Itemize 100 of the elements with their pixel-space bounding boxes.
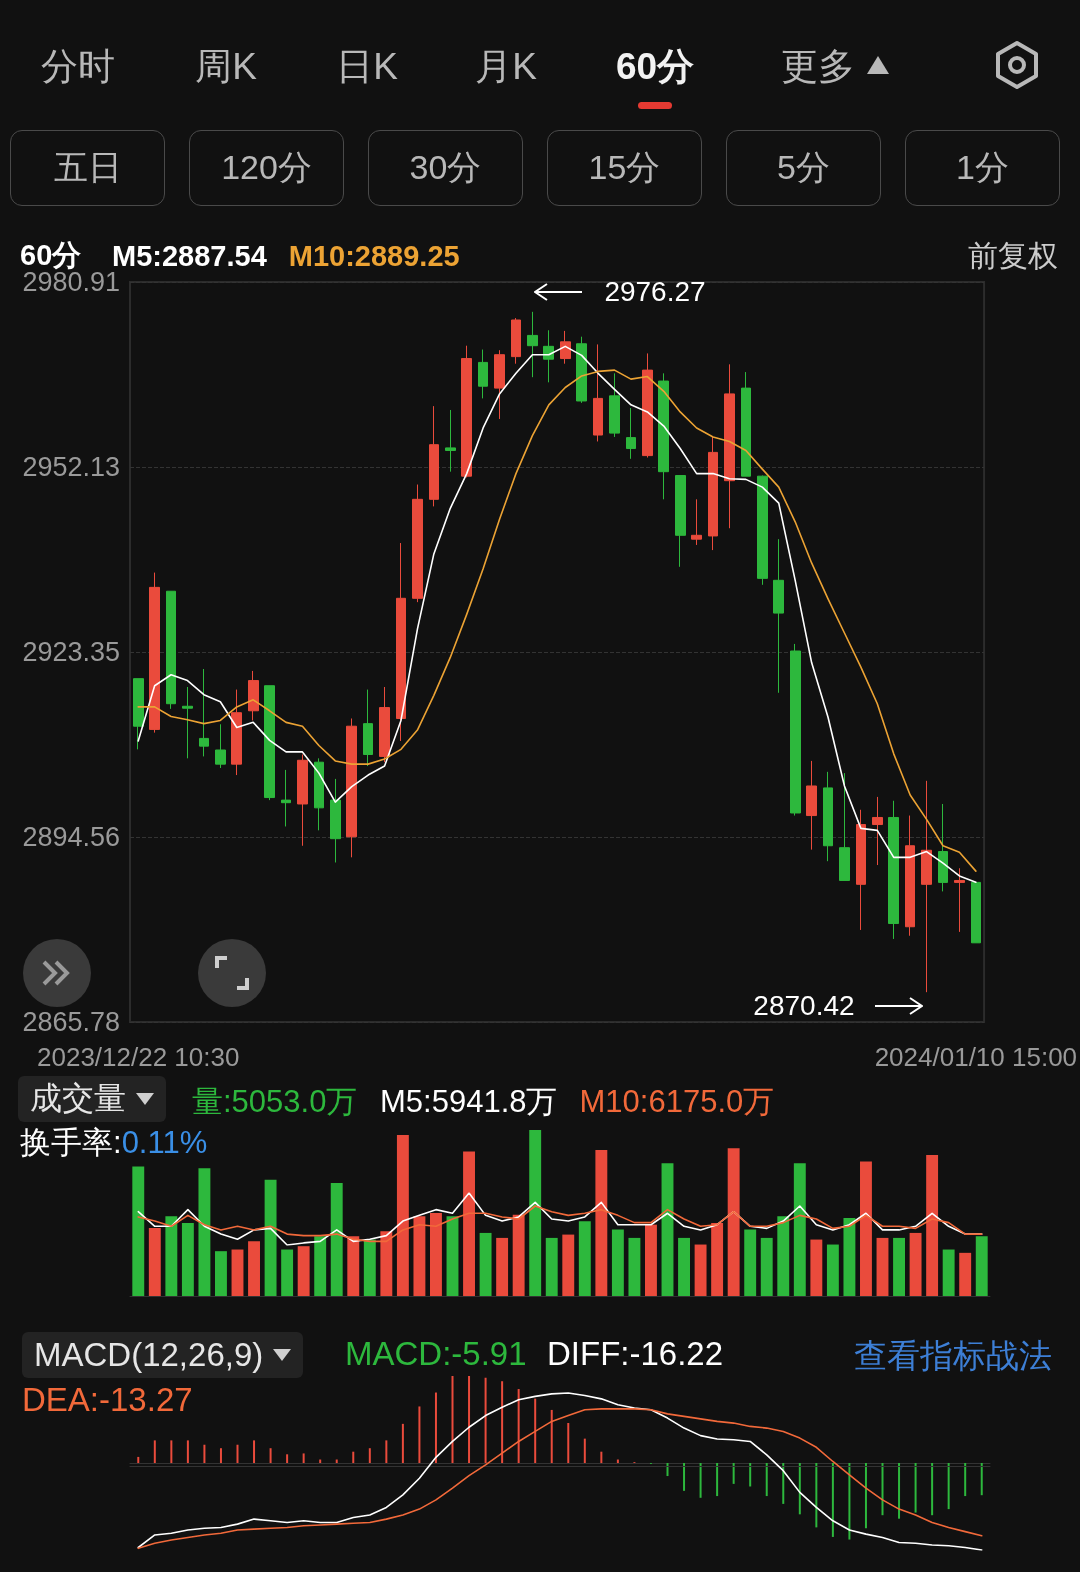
bar <box>716 1463 719 1497</box>
annotation: 换手率:0.11% <box>20 1125 208 1160</box>
bar <box>236 1444 239 1463</box>
bar <box>534 1398 537 1463</box>
bar <box>451 1376 454 1463</box>
candlestick <box>412 484 423 603</box>
x-tick-label: 2023/12/22 10:30 <box>37 1042 240 1072</box>
y-tick-label: 2923.35 <box>22 636 120 667</box>
bar <box>848 1463 851 1540</box>
bar <box>215 1251 227 1296</box>
y-tick-label: 2952.13 <box>22 451 120 482</box>
text: 分时 <box>41 45 115 89</box>
candlestick <box>543 329 554 383</box>
bar <box>600 1451 603 1463</box>
candlestick <box>281 769 291 827</box>
bar <box>699 1463 702 1498</box>
x-tick-label: 2024/01/10 15:00 <box>874 1042 1078 1072</box>
candlestick <box>593 343 603 442</box>
candlestick <box>461 345 472 478</box>
bar <box>352 1451 355 1463</box>
candlestick <box>264 685 275 801</box>
bar <box>798 1463 801 1515</box>
bar <box>893 1237 905 1296</box>
bar <box>860 1161 872 1296</box>
text: 120分 <box>189 130 344 206</box>
candlestick <box>330 778 341 863</box>
bar <box>909 1232 922 1296</box>
text: 1分 <box>905 130 1060 206</box>
candlestick <box>379 686 390 763</box>
candlestick <box>527 311 538 378</box>
text: M10:6175.0万 <box>579 1083 775 1121</box>
bar <box>496 1237 509 1296</box>
bar <box>484 1377 487 1463</box>
bar <box>826 1244 839 1296</box>
bar <box>231 1249 244 1296</box>
bar <box>468 1376 471 1463</box>
candlestick <box>971 881 981 944</box>
bar <box>711 1222 724 1296</box>
bar <box>203 1444 206 1463</box>
bar <box>810 1239 823 1296</box>
bar <box>843 1217 856 1296</box>
series-label: MACD:-5.91 <box>345 1334 527 1374</box>
text: 五日 <box>10 130 165 206</box>
candlestick <box>642 352 653 459</box>
candlestick <box>724 363 735 529</box>
text: 更多 <box>781 45 855 89</box>
bar <box>148 1227 161 1296</box>
bar <box>864 1463 867 1529</box>
bar <box>413 1216 426 1296</box>
candlestick <box>675 475 686 568</box>
bar <box>678 1237 690 1296</box>
candlestick <box>658 372 669 500</box>
bar <box>314 1236 327 1296</box>
bar <box>363 1239 376 1296</box>
bar <box>732 1463 735 1484</box>
bar <box>330 1183 343 1296</box>
candlestick <box>363 689 373 767</box>
candlestick <box>954 867 965 933</box>
bar <box>512 1214 525 1296</box>
bar <box>595 1149 608 1296</box>
text: 月K <box>475 45 537 89</box>
bar <box>248 1241 260 1296</box>
bar <box>396 1134 409 1296</box>
candlestick <box>626 407 636 460</box>
chart-title: 成交量 <box>30 1079 126 1118</box>
bar <box>253 1440 256 1463</box>
bar <box>881 1463 884 1516</box>
bar <box>198 1168 211 1296</box>
bar <box>418 1406 421 1463</box>
text: 60分 <box>615 45 695 89</box>
bar <box>137 1456 140 1463</box>
bar <box>661 1163 674 1296</box>
bar <box>446 1216 459 1296</box>
bar <box>562 1234 575 1296</box>
bar <box>479 1232 492 1296</box>
bar <box>347 1236 360 1296</box>
candlestick <box>609 372 620 438</box>
text: 查看指标战法 <box>854 1336 1052 1376</box>
bar <box>264 1179 277 1296</box>
candlestick <box>511 317 521 365</box>
candlestick <box>297 753 308 847</box>
bar <box>219 1448 222 1463</box>
bar <box>153 1440 156 1463</box>
bar <box>434 1392 437 1463</box>
candlestick <box>149 572 160 734</box>
candlestick <box>576 336 587 404</box>
bar <box>914 1463 917 1513</box>
text: 15分 <box>547 130 702 206</box>
bar <box>980 1463 983 1496</box>
bar <box>380 1231 393 1296</box>
candlestick <box>494 349 505 420</box>
candlestick <box>905 815 915 937</box>
candlestick <box>691 498 702 546</box>
bar <box>628 1237 641 1296</box>
candlestick <box>888 800 899 940</box>
candlestick <box>231 689 242 776</box>
bar <box>694 1244 707 1296</box>
candlestick <box>396 542 406 742</box>
chart-title: MACD(12,26,9) <box>34 1336 264 1374</box>
candlestick <box>872 796 883 866</box>
